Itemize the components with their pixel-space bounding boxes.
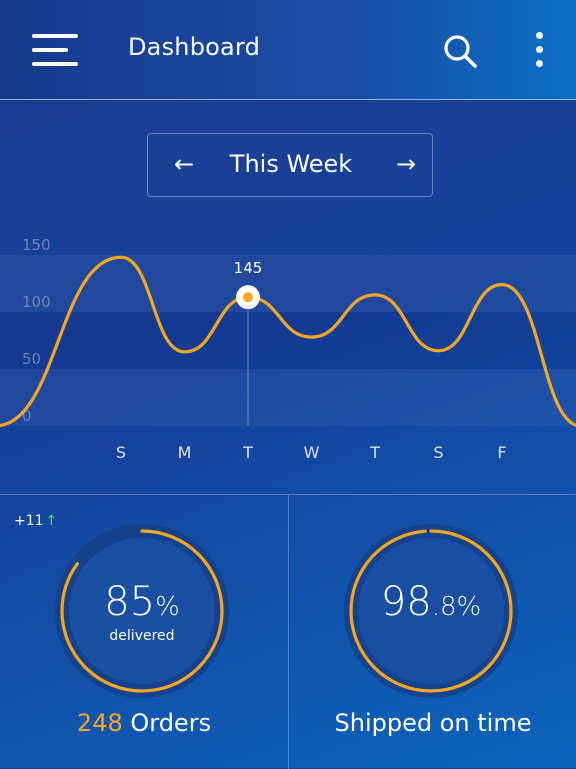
shipping-percent-unit: %	[456, 592, 482, 622]
shipping-ring-progress	[349, 529, 513, 693]
x-tick-label: F	[497, 443, 506, 462]
shipping-percent-decimal: .8	[431, 592, 457, 622]
x-tick-label: S	[433, 443, 443, 462]
x-tick-label: W	[304, 443, 320, 462]
orders-caption-label: Orders	[122, 709, 212, 737]
orders-percent: 85%	[54, 580, 230, 629]
orders-count: 248	[76, 709, 123, 737]
y-tick-label: 0	[22, 407, 32, 425]
orders-progress-ring	[55, 524, 229, 698]
line-chart: 150 100 50 0 145 S M T W T S F	[0, 236, 576, 462]
next-week-arrow-icon[interactable]: →	[395, 150, 417, 178]
shipping-stat-card[interactable]: 98.8% Shipped on time	[289, 495, 576, 769]
orders-stat-card[interactable]: +11 ↑ 85% delivered 248 Orders	[0, 495, 288, 769]
hamburger-menu-icon[interactable]	[32, 34, 80, 66]
orders-ring-center	[69, 538, 215, 684]
y-tick-label: 100	[22, 293, 51, 311]
orders-ring-progress	[60, 529, 224, 693]
week-label: This Week	[229, 150, 353, 178]
highlight-point-dot	[243, 292, 253, 303]
x-tick-label: T	[369, 443, 380, 462]
highlight-value-label: 145	[234, 259, 263, 277]
chart-band	[0, 369, 576, 426]
x-tick-label: S	[116, 443, 126, 462]
orders-percent-unit: %	[155, 592, 180, 622]
y-tick-label: 50	[22, 350, 41, 368]
orders-caption: 248 Orders	[0, 709, 288, 737]
orders-percent-value: 85	[104, 579, 156, 625]
x-tick-label: M	[178, 443, 192, 462]
series-line	[0, 255, 576, 427]
stats-panel: +11 ↑ 85% delivered 248 Orders 98.8% Ship…	[0, 494, 576, 769]
shipping-percent-value: 98	[380, 579, 432, 625]
chart-band	[0, 255, 576, 312]
y-tick-label: 150	[22, 236, 51, 254]
weekly-chart: 150 100 50 0 145 S M T W T S F	[0, 230, 576, 470]
search-icon[interactable]	[442, 33, 478, 69]
shipping-percent: 98.8%	[343, 580, 519, 629]
page-title: Dashboard	[128, 33, 261, 61]
orders-percent-label: delivered	[109, 628, 175, 644]
stats-divider	[288, 495, 289, 769]
more-vertical-icon[interactable]	[528, 32, 552, 70]
orders-delta: +11 ↑	[14, 513, 57, 529]
week-selector: ← This Week →	[147, 133, 433, 197]
orders-delta-value: +11	[14, 513, 44, 529]
up-arrow-icon: ↑	[45, 513, 58, 529]
previous-week-arrow-icon[interactable]: ←	[173, 150, 195, 178]
shipping-progress-ring	[344, 524, 518, 698]
app-header: Dashboard	[0, 0, 576, 100]
x-tick-label: T	[242, 443, 253, 462]
chart-band	[0, 312, 576, 369]
shipping-caption: Shipped on time	[334, 709, 532, 737]
shipping-ring-center	[358, 538, 504, 684]
